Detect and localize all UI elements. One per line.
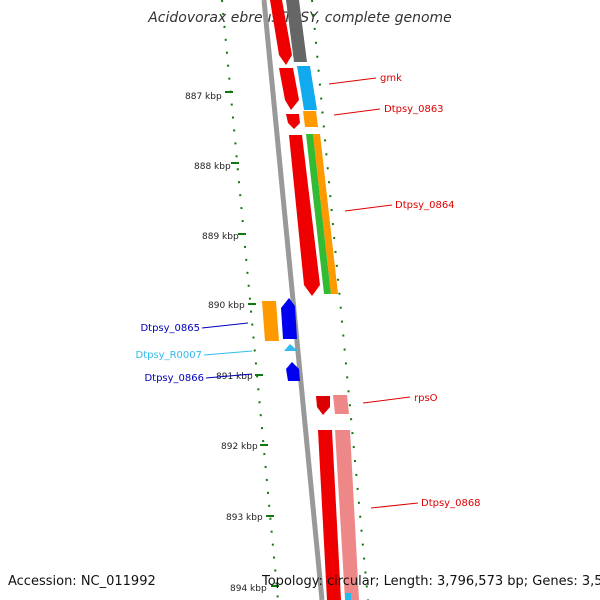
- genome-backbone: [261, 0, 325, 600]
- gene-label[interactable]: Dtpsy_0866: [144, 373, 204, 384]
- kbp-label: 891 kbp: [216, 372, 253, 382]
- gene-label[interactable]: Dtpsy_0864: [395, 200, 455, 211]
- reverse-genes: [262, 298, 300, 381]
- cog-rpsO: [333, 395, 349, 414]
- cog-0864-green: [306, 134, 331, 294]
- forward-genes: [270, 0, 341, 600]
- gene-label[interactable]: Dtpsy_R0007: [136, 350, 203, 361]
- kbp-label: 889 kbp: [202, 232, 239, 242]
- gene-arrow-upper: [270, 0, 292, 65]
- leader-0866: [205, 373, 253, 379]
- gene-label[interactable]: Dtpsy_0865: [140, 323, 200, 334]
- gene-Dtpsy_0864: [289, 135, 320, 296]
- leader-lines: [201, 77, 419, 509]
- scale-ticks: [225, 91, 279, 587]
- leader-gmk: [328, 77, 377, 85]
- gene-Dtpsy_0865-cog: [262, 301, 279, 341]
- scale-labels: 887 kbp 888 kbp 889 kbp 890 kbp 891 kbp …: [185, 92, 267, 594]
- kbp-label: 894 kbp: [230, 584, 267, 594]
- gene-label[interactable]: Dtpsy_0863: [384, 104, 444, 115]
- kbp-label: 892 kbp: [221, 442, 258, 452]
- cog-bottom-cyan: [345, 593, 351, 600]
- gene-gmk: [279, 68, 299, 110]
- gene-Dtpsy_0865: [281, 298, 297, 339]
- gene-Dtpsy_0866: [286, 362, 300, 381]
- leader-rpsO: [362, 396, 411, 404]
- scale-ring: [221, 0, 279, 600]
- cog-0864-orange: [313, 134, 338, 294]
- gene-Dtpsy_0863: [286, 114, 300, 129]
- cog-tracks: [297, 66, 359, 600]
- kbp-label: 893 kbp: [226, 513, 263, 523]
- leader-0865: [201, 322, 249, 329]
- leader-0864: [344, 204, 393, 212]
- leader-0868: [370, 502, 419, 509]
- cog-0863: [303, 111, 318, 127]
- accession-text: Accession: NC_011992: [8, 574, 156, 589]
- gene-label[interactable]: Dtpsy_0868: [421, 498, 481, 509]
- cog-0868: [335, 430, 359, 600]
- genome-summary: Topology: circular; Length: 3,796,573 bp…: [262, 574, 600, 589]
- cog-gmk: [297, 66, 317, 110]
- leader-0863: [333, 108, 381, 116]
- leader-R0007: [203, 350, 253, 356]
- gene-Dtpsy_R0007: [284, 344, 298, 351]
- gene-Dtpsy_0868: [318, 430, 341, 600]
- kbp-label: 888 kbp: [194, 162, 231, 172]
- gene-label[interactable]: rpsO: [414, 393, 438, 404]
- kbp-label: 890 kbp: [208, 301, 245, 311]
- gene-label[interactable]: gmk: [380, 73, 402, 84]
- gene-rpsO: [316, 396, 330, 415]
- gene-labels: gmk Dtpsy_0863 Dtpsy_0864 Dtpsy_0865 Dtp…: [136, 73, 481, 509]
- kbp-label: 887 kbp: [185, 92, 222, 102]
- gene-block-gray: [286, 0, 307, 62]
